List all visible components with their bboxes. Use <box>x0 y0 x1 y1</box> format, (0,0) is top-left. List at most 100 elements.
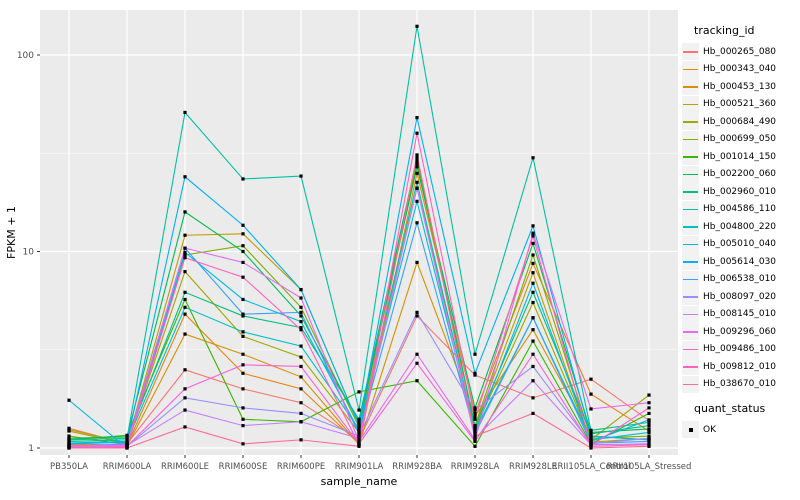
data-point <box>299 364 303 369</box>
data-point <box>241 314 245 318</box>
data-point <box>415 153 419 157</box>
data-point <box>67 446 71 450</box>
data-point <box>67 438 71 442</box>
data-point <box>415 165 419 169</box>
x-tick-label: RRII105LA_Stressed <box>607 462 692 472</box>
data-point <box>357 420 361 424</box>
data-point <box>67 428 71 432</box>
legend-key-swatch <box>682 270 699 288</box>
legend-line-icon <box>683 383 698 386</box>
legend-line-icon <box>683 226 698 228</box>
data-point <box>183 396 187 400</box>
legend-entry: Hb_009296_060 <box>682 323 800 341</box>
legend-entry: Hb_002960_010 <box>682 183 800 201</box>
legend-entry: Hb_000453_130 <box>682 78 800 96</box>
legend-key-swatch <box>682 165 699 183</box>
data-point <box>473 434 477 438</box>
legend-entry: Hb_008097_020 <box>682 288 800 306</box>
x-tick-label: RRIM928LE <box>509 462 557 472</box>
legend-entry: Hb_005614_030 <box>682 253 800 271</box>
legend-entry-label: Hb_009486_100 <box>703 344 777 355</box>
legend-entry-label: Hb_006538_010 <box>703 274 777 285</box>
data-point <box>473 417 477 421</box>
legend-entry: Hb_009486_100 <box>682 340 800 359</box>
data-point <box>183 312 187 316</box>
data-point <box>473 411 477 415</box>
data-point <box>183 246 187 250</box>
legend-entry-label: Hb_000265_080 <box>703 46 777 57</box>
legend-entry: Hb_000699_050 <box>682 130 800 149</box>
data-point <box>299 319 303 324</box>
data-point <box>647 434 651 438</box>
data-point <box>241 371 245 375</box>
data-point <box>299 174 303 178</box>
data-point <box>183 250 187 254</box>
data-point <box>473 352 477 356</box>
legend-key-swatch <box>682 43 699 61</box>
data-point <box>647 430 651 435</box>
data-point <box>299 375 303 379</box>
legend-key-swatch <box>682 200 699 218</box>
data-point <box>415 221 419 225</box>
legend-entry: Hb_004586_110 <box>682 200 800 219</box>
legend-entry: Hb_038670_010 <box>682 375 800 394</box>
data-point <box>415 180 419 184</box>
data-point <box>531 396 535 400</box>
legend-title-tracking-id: tracking_id <box>694 24 755 37</box>
data-point <box>473 432 477 436</box>
data-point <box>647 418 651 422</box>
data-point <box>241 330 245 334</box>
x-tick-label: RRIM600PE <box>277 462 325 472</box>
y-tick-label: 100 <box>17 51 34 61</box>
legend-key-swatch <box>682 148 699 166</box>
legend-key-swatch <box>682 305 699 323</box>
data-point <box>647 444 651 448</box>
legend-line-icon <box>683 208 698 211</box>
data-point <box>299 310 303 314</box>
y-tick-label: 1 <box>28 444 34 454</box>
data-point <box>357 444 361 448</box>
data-point <box>473 425 477 429</box>
legend-key-swatch <box>682 253 699 271</box>
legend-key-swatch <box>682 375 699 393</box>
legend-key-swatch <box>682 288 699 306</box>
x-tick-label: RRIM928BA <box>392 462 442 472</box>
legend-line-icon <box>683 366 698 368</box>
data-point <box>241 387 245 391</box>
legend-entry-label: OK <box>703 424 716 435</box>
data-point <box>183 270 187 274</box>
data-point <box>241 260 245 265</box>
data-point <box>357 417 361 421</box>
data-point <box>473 408 477 412</box>
legend-entry: Hb_004800_220 <box>682 218 800 236</box>
data-point <box>589 407 593 411</box>
legend-line-icon <box>683 121 698 123</box>
data-point <box>531 234 535 238</box>
legend-entry: Hb_000684_490 <box>682 113 800 131</box>
data-point <box>241 352 245 356</box>
data-point <box>415 314 419 318</box>
data-point <box>589 446 593 450</box>
data-point <box>241 223 245 227</box>
data-point <box>415 162 419 166</box>
data-point <box>531 241 535 245</box>
data-point <box>183 175 187 179</box>
legend-line-icon <box>683 138 698 141</box>
data-point <box>357 424 361 428</box>
data-point <box>299 287 303 292</box>
data-point <box>241 244 245 248</box>
data-point <box>299 438 303 442</box>
legend-key-swatch <box>682 218 699 236</box>
data-point <box>183 305 187 309</box>
data-point <box>299 420 303 424</box>
data-point <box>125 436 129 440</box>
data-point <box>183 290 187 294</box>
data-point <box>183 387 187 391</box>
data-point <box>473 373 477 377</box>
x-tick-label: RRIM600LA <box>103 462 152 472</box>
legend-entry: Hb_000521_360 <box>682 95 800 114</box>
data-point <box>415 186 419 190</box>
data-point <box>299 314 303 318</box>
legend-entry-label: Hb_000343_040 <box>703 64 777 75</box>
data-point <box>241 232 245 236</box>
